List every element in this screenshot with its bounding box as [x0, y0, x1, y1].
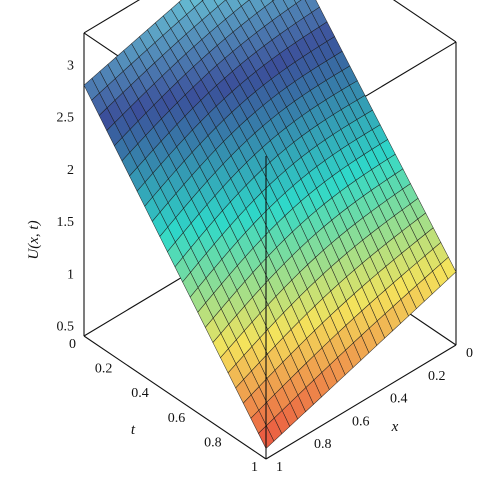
t-tick-label: 1: [251, 460, 258, 475]
box-edge-top-right: [392, 0, 457, 43]
z-tick-label: 0.5: [57, 320, 75, 335]
x-tick-label: 0.6: [352, 414, 370, 429]
z-tick-label: 2: [67, 163, 74, 178]
x-tick-label: 0.4: [390, 392, 408, 407]
x-tick-label: 0: [466, 346, 473, 361]
x-tick-label: 0.8: [314, 437, 332, 452]
t-tick-label: 0.8: [204, 435, 222, 450]
bounding-box-front: [83, 155, 457, 460]
t-tick-label: 0: [69, 337, 76, 352]
z-tick-label: 2.5: [57, 111, 75, 126]
t-axis-label: t: [131, 422, 136, 438]
z-axis-label: U(x, t): [26, 220, 42, 259]
box-edge-bottom-front-left: [83, 335, 267, 460]
box-edge-bottom-front-right: [265, 344, 457, 460]
x-tick-label: 1: [276, 460, 283, 475]
axis-ticks: 0.5 1 1.5 2 2.5 3 0 0.2 0.4 0.6 0.8 1 0 0.2 0.4 0.6 0.8 1: [57, 58, 474, 475]
x-axis-label: x: [391, 419, 399, 435]
t-tick-label: 0.6: [168, 411, 186, 426]
box-edge-top-left: [83, 0, 140, 34]
z-tick-label: 1.5: [57, 215, 75, 230]
x-tick-label: 0.2: [428, 369, 446, 384]
t-tick-label: 0.2: [95, 362, 113, 377]
z-tick-label: 1: [67, 267, 74, 282]
t-tick-label: 0.4: [131, 386, 149, 401]
surface-mesh: [83, 0, 457, 450]
z-tick-label: 3: [67, 58, 74, 73]
